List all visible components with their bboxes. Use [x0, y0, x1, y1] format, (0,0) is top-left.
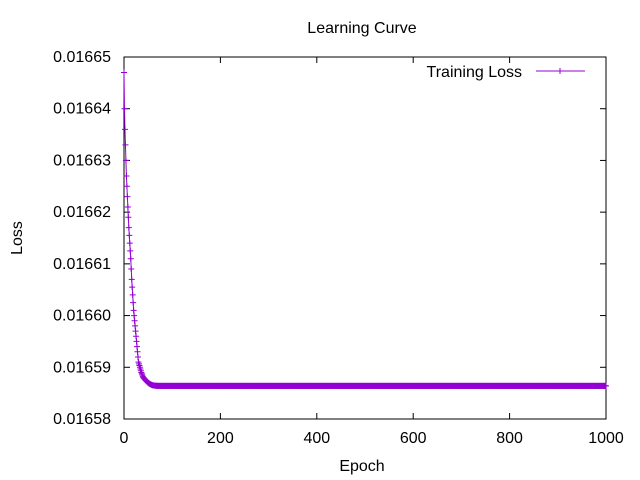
data-point-marker: [603, 382, 609, 389]
legend-label-training-loss: Training Loss: [427, 64, 522, 81]
data-point-marker: [128, 276, 135, 283]
data-point-marker: [124, 203, 131, 210]
data-point-marker: [124, 193, 131, 200]
data-point-marker: [129, 284, 136, 291]
data-point-marker: [121, 126, 128, 133]
x-axis-title: Epoch: [339, 458, 384, 475]
data-point-marker: [122, 157, 129, 164]
legend-swatch-marker: [557, 68, 563, 74]
series-line-training-loss: [123, 72, 606, 387]
data-point-marker: [134, 348, 141, 355]
data-point-marker: [134, 343, 141, 350]
data-point-marker: [125, 214, 132, 221]
data-point-marker: [131, 312, 138, 319]
data-point-marker: [122, 141, 129, 148]
legend-plus-marker: [557, 68, 563, 74]
x-tick-label: 0: [120, 430, 129, 447]
y-tick-label: 0.01660: [53, 308, 111, 325]
y-tick-label: 0.01661: [53, 256, 111, 273]
plot-border: [123, 56, 607, 420]
data-point-marker: [133, 333, 140, 340]
legend: Training Loss: [427, 64, 585, 81]
data-point-marker: [128, 266, 135, 273]
y-tick-label: 0.01665: [53, 49, 111, 66]
y-tick-label: 0.01659: [53, 359, 111, 376]
data-point-marker: [126, 240, 133, 247]
x-tick-label: 1000: [588, 430, 624, 447]
data-point-marker: [129, 291, 136, 298]
plot-area: [123, 56, 607, 420]
x-tick-label: 200: [207, 430, 234, 447]
data-point-marker: [132, 328, 139, 335]
y-axis: 0.01658 0.01659 0.01660 0.01661 0.01662 0.016…: [53, 49, 606, 428]
data-point-marker: [121, 105, 128, 112]
data-point-marker: [123, 183, 130, 190]
data-point-marker: [130, 307, 137, 314]
chart-title: Learning Curve: [307, 20, 417, 37]
data-point-marker: [131, 317, 138, 324]
data-point-marker: [121, 69, 127, 76]
data-point-marker: [127, 255, 134, 262]
y-axis-title: Loss: [9, 221, 26, 255]
data-point-marker: [125, 224, 132, 231]
data-point-marker: [123, 172, 130, 179]
y-tick-label: 0.01662: [53, 204, 111, 221]
data-point-marker: [134, 353, 141, 360]
y-tick-label: 0.01664: [53, 101, 111, 118]
series-layer: [121, 69, 609, 389]
data-point-marker: [132, 322, 139, 329]
y-tick-label: 0.01663: [53, 152, 111, 169]
x-tick-label: 400: [303, 430, 330, 447]
x-tick-label: 600: [400, 430, 427, 447]
x-tick-label: 800: [496, 430, 523, 447]
y-tick-label: 0.01658: [53, 411, 111, 428]
data-point-marker: [126, 232, 133, 239]
x-axis: 0 200 400 600 800 1000: [120, 57, 624, 447]
data-point-marker: [127, 247, 134, 254]
data-point-marker: [133, 338, 140, 345]
data-point-marker: [130, 299, 137, 306]
